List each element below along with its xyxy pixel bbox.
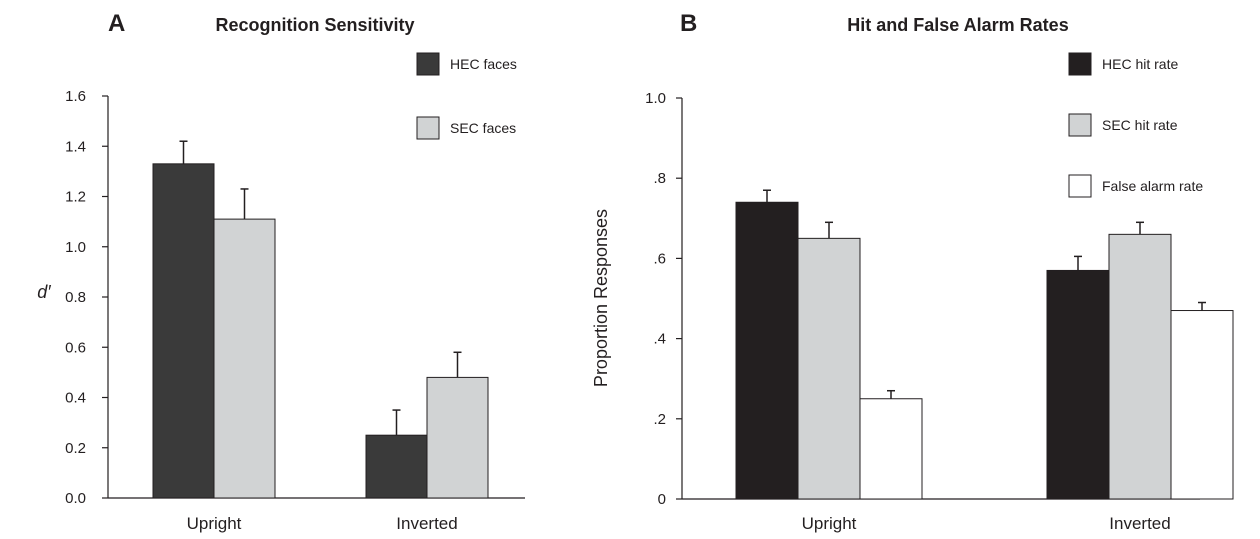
panel-letter: A	[108, 10, 125, 37]
y-tick-label: 0.0	[65, 490, 86, 507]
legend-label: SEC faces	[450, 120, 516, 136]
bar-sec-faces-upright	[213, 218, 276, 499]
bar-sec-hit-rate-inverted	[1108, 233, 1172, 500]
category-label: Upright	[802, 514, 857, 533]
panel-letter: B	[680, 10, 697, 37]
chart-title: Hit and False Alarm Rates	[847, 15, 1068, 35]
category-label: Upright	[187, 514, 242, 533]
y-tick-label: 1.4	[65, 138, 86, 155]
y-tick-label: 0.2	[65, 440, 86, 457]
category-label: Inverted	[1109, 514, 1170, 533]
bar-hec-faces-upright	[152, 163, 215, 499]
y-tick-label: 1.6	[65, 88, 86, 105]
legend-swatch	[1068, 113, 1092, 137]
y-tick-label: 1.0	[645, 90, 666, 107]
legend-swatch	[416, 52, 440, 76]
y-tick-label: .8	[653, 170, 666, 187]
legend-label: HEC hit rate	[1102, 56, 1178, 72]
legend-label: False alarm rate	[1102, 178, 1203, 194]
bar-hec-hit-rate-upright	[735, 201, 799, 500]
y-tick-label: 0.8	[65, 289, 86, 306]
y-tick-label: .4	[653, 331, 666, 348]
y-axis-title: d′	[37, 282, 51, 302]
panel-b: B Hit and False Alarm Rates Proportion Res…	[591, 10, 1234, 533]
bar-sec-hit-rate-upright	[797, 237, 861, 500]
y-tick-label: 0.6	[65, 339, 86, 356]
legend-swatch	[1068, 52, 1092, 76]
bar-hec-hit-rate-inverted	[1046, 269, 1110, 500]
legend-label: SEC hit rate	[1102, 117, 1178, 133]
y-tick-label: .2	[653, 411, 666, 428]
y-axis-title: Proportion Responses	[591, 209, 611, 387]
bar-sec-faces-inverted	[426, 376, 489, 499]
y-tick-label: 0	[658, 491, 666, 508]
bar-hec-faces-inverted	[365, 434, 428, 499]
legend-swatch	[1068, 174, 1092, 198]
panel-a: A Recognition Sensitivity d′ 0.0 0.2 0.4 0.6 0.…	[37, 10, 525, 533]
y-tick-label: .6	[653, 250, 666, 267]
legend-swatch	[416, 116, 440, 140]
legend-label: HEC faces	[450, 56, 517, 72]
y-tick-label: 1.0	[65, 239, 86, 256]
y-tick-label: 0.4	[65, 390, 86, 407]
bar-false-alarm-rate-upright	[859, 398, 923, 500]
bar-false-alarm-rate-inverted	[1170, 310, 1234, 500]
y-tick-label: 1.2	[65, 189, 86, 206]
chart-title: Recognition Sensitivity	[215, 15, 414, 35]
category-label: Inverted	[396, 514, 457, 533]
